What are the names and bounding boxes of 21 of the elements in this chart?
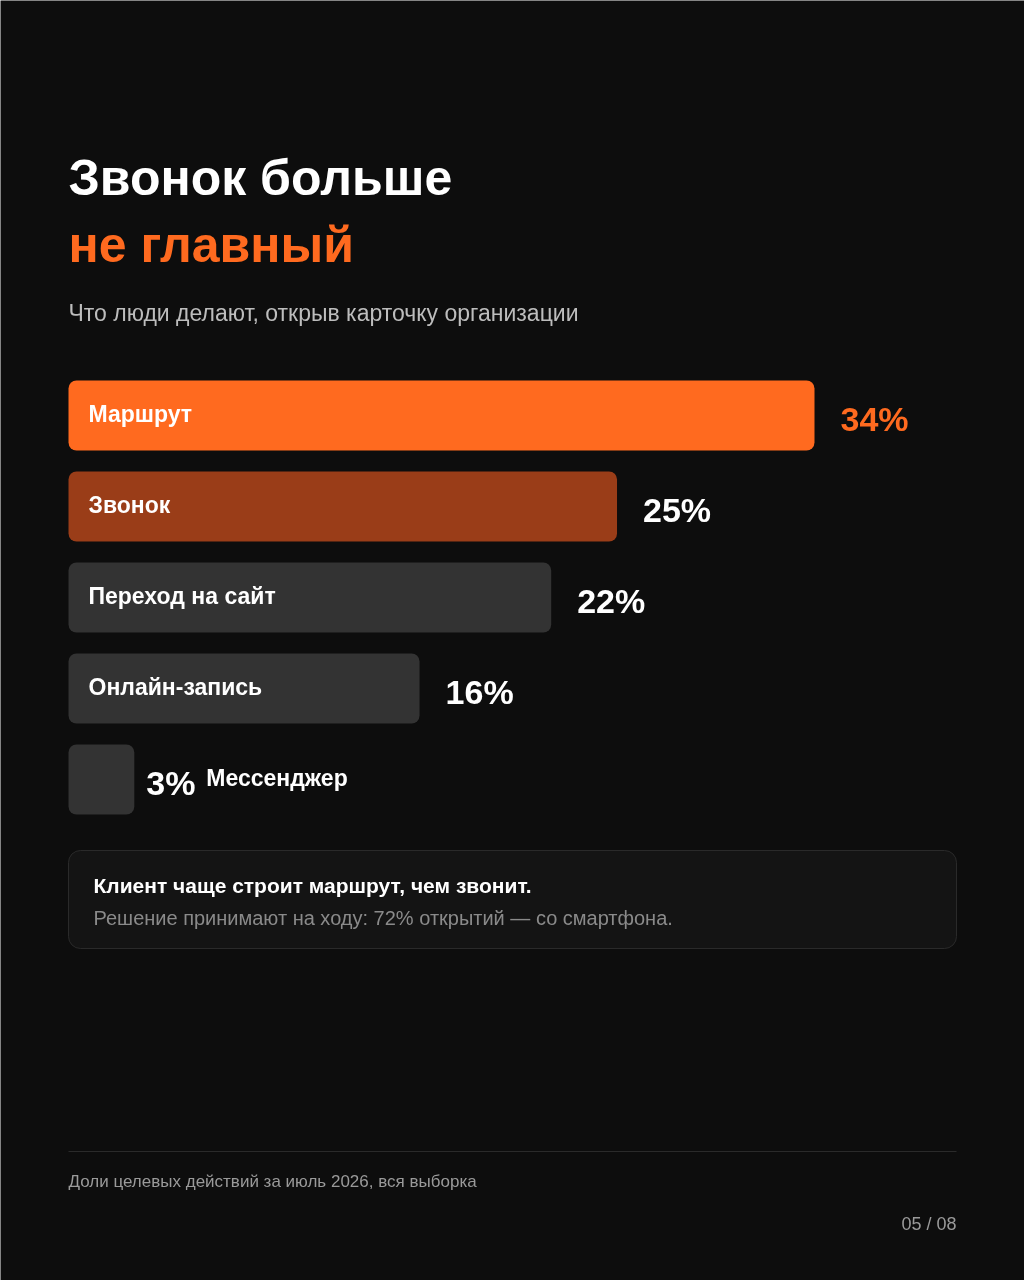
chart-subtitle: Что люди делают, открыв карточку организации — [68, 299, 579, 326]
text: Доли целевых действий за июль 2026, вся выборка — [68, 1172, 478, 1191]
chart-title: Звонок больше не главный — [68, 149, 453, 273]
bar — [68, 471, 618, 542]
data-label: 16% — [445, 672, 514, 711]
text: 05 / 08 — [901, 1213, 957, 1234]
y-tick-label: Переход на сайт — [88, 582, 276, 609]
data-label: 25% — [643, 490, 712, 529]
data-label: 3% — [146, 763, 196, 802]
data-label: 22% — [577, 581, 646, 620]
text: Клиент чаще строит маршрут, чем звонит. — [93, 874, 532, 897]
data-label: 34% — [840, 399, 909, 438]
y-tick-label: Онлайн-запись — [88, 673, 263, 700]
bar — [68, 744, 135, 815]
y-tick-label: Мессенджер — [206, 764, 348, 791]
bar — [68, 653, 420, 724]
y-tick-label: Звонок — [88, 491, 171, 518]
bar — [68, 380, 815, 451]
y-tick-label: Маршрут — [88, 400, 193, 427]
bar — [68, 562, 552, 633]
text: Решение принимают на ходу: 72% открытий — со смартфона. — [93, 906, 673, 929]
